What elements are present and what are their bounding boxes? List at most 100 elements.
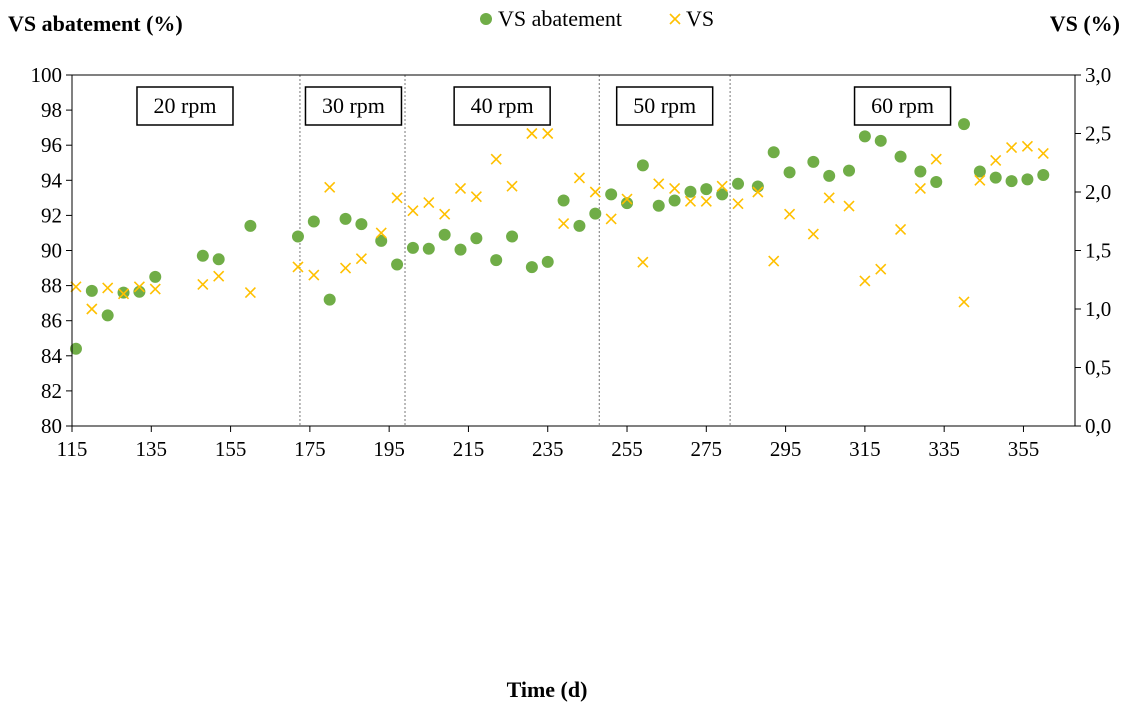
x-tick-label: 155 [215,437,247,461]
data-point-circle [438,228,451,241]
data-point-circle [307,215,320,228]
left-tick-label: 96 [41,133,62,157]
right-tick-label: 0,5 [1085,356,1111,380]
plot-area [71,74,1076,427]
data-point-x [605,213,617,225]
left-tick-label: 84 [41,344,63,368]
data-point-x [843,200,855,212]
left-tick-label: 86 [41,309,62,333]
data-point-circle [807,155,820,168]
phase-label: 50 rpm [633,93,696,118]
data-point-circle [894,150,907,163]
x-tick-label: 315 [849,437,881,461]
data-point-circle [751,180,764,193]
data-point-circle [291,230,304,243]
phase-label-box [853,86,952,126]
data-point-circle [422,242,435,255]
x-tick-label: 215 [453,437,485,461]
data-point-circle [874,134,887,147]
left-tick-label: 98 [41,98,62,122]
series-vs [70,127,1049,315]
data-point-x [542,127,554,140]
data-point-x [875,263,887,275]
data-point-circle [339,212,352,225]
series-layer [69,118,1050,355]
data-point-circle [85,284,98,297]
x-axis-title: Time (d) [507,677,588,702]
data-point-x [684,195,697,207]
data-point-circle [621,197,634,210]
data-point-circle [652,199,665,212]
x-tick-label: 335 [928,437,960,461]
data-point-circle [573,219,586,232]
data-point-x [149,283,161,295]
data-point-circle [989,171,1002,184]
data-point-circle [957,118,970,131]
x-tick-label: 135 [136,437,168,461]
right-tick-label: 3,0 [1085,63,1111,87]
data-point-circle [914,165,927,178]
phase-label: 40 rpm [471,93,534,118]
data-point-circle [636,159,649,172]
data-point-circle [355,218,368,231]
data-point-x [974,174,986,186]
data-point-circle [767,146,780,159]
data-point-circle [375,234,388,247]
data-point-circle [212,253,225,266]
left-tick-label: 88 [41,274,62,298]
phase-label-box [615,86,714,126]
data-point-circle [668,194,681,207]
data-point-circle [589,207,602,220]
data-point-x [783,208,796,220]
data-point-circle [605,188,618,201]
right-tick-label: 1,5 [1085,239,1111,263]
data-point-x [1037,147,1049,159]
data-point-x [407,205,419,217]
left-axis-title: VS abatement (%) [8,11,183,36]
left-tick-label: 92 [41,203,62,227]
x-tick-label: 255 [611,437,643,461]
data-point-x [490,153,502,165]
data-point-x [637,256,649,268]
phase-label-box [136,86,234,126]
data-point-x [391,192,403,204]
series-vs-abatement [69,118,1050,355]
data-point-x [930,153,942,165]
x-tick-label: 355 [1008,437,1040,461]
data-point-x [914,182,926,195]
left-y-axis: 80 82 84 86 88 90 92 94 96 98 100 [31,63,72,438]
data-point-circle [244,219,257,232]
data-point-x [102,282,114,294]
data-point-x [375,227,387,239]
data-point-circle [490,254,503,267]
data-point-x [506,180,518,192]
data-point-x [117,288,130,300]
data-point-x [470,191,482,203]
x-axis: 115 135 155 175 195 215 235 255 275 295 315 335 355 [57,426,1040,461]
phase-label-box [304,86,403,126]
data-point-circle [149,270,162,283]
x-tick-label: 115 [57,437,88,461]
data-point-circle [541,255,554,268]
phase-label: 20 rpm [154,93,217,118]
data-point-circle [843,164,856,177]
right-tick-label: 0,0 [1085,414,1111,438]
x-tick-label: 295 [770,437,802,461]
data-point-x [958,296,970,308]
left-tick-label: 82 [41,379,62,403]
x-tick-label: 235 [532,437,564,461]
phase-label-box [453,86,551,126]
left-tick-label: 90 [41,239,62,263]
phase-labels: 20 rpm 30 rpm 40 rpm 50 rpm 60 rpm [136,86,952,126]
data-point-circle [1037,169,1050,182]
right-y-axis: 0,0 0,5 1,0 1,5 2,0 2,5 3,0 [1075,63,1111,438]
data-point-circle [930,176,943,189]
data-point-circle [406,241,419,254]
data-point-x [1006,141,1018,154]
data-point-x [213,270,225,282]
data-point-x [70,281,82,293]
x-tick-label: 175 [294,437,326,461]
data-point-x [244,287,256,299]
data-point-circle [684,185,697,198]
data-point-x [894,223,907,236]
